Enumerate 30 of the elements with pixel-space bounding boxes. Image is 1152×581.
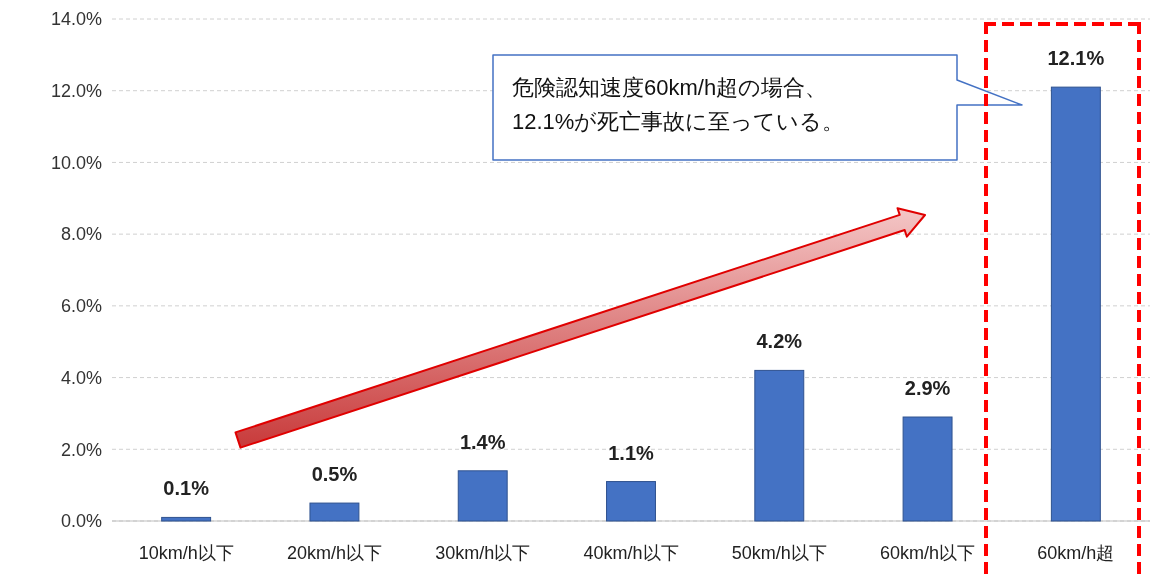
y-tick-label: 2.0% <box>60 439 102 460</box>
bar <box>902 416 953 522</box>
x-tick-label: 10km/h以下 <box>138 543 234 564</box>
y-tick-label: 4.0% <box>60 367 102 388</box>
x-tick-label: 60km/h以下 <box>880 543 976 564</box>
y-tick-label: 6.0% <box>60 296 102 317</box>
y-tick-label: 10.0% <box>50 152 102 173</box>
data-label: 0.1% <box>163 477 210 500</box>
y-tick-label: 12.0% <box>50 81 102 102</box>
x-tick-label: 20km/h以下 <box>286 543 382 564</box>
x-tick-label: 40km/h以下 <box>583 543 679 564</box>
y-tick-label: 0.0% <box>60 511 102 532</box>
data-label: 4.2% <box>756 330 803 353</box>
annotation: 危険認知速度60km/h超の場合、 12.1%が死亡事故に至っている。 <box>512 75 845 134</box>
bar <box>457 470 508 522</box>
data-label: 12.1% <box>1047 47 1105 70</box>
x-tick-label: 60km/h超 <box>1037 543 1115 564</box>
x-tick-label: 30km/h以下 <box>435 543 531 564</box>
x-tick-label: 50km/h以下 <box>731 543 827 564</box>
bar <box>754 369 805 522</box>
y-tick-label: 8.0% <box>60 224 102 245</box>
bar <box>309 502 360 522</box>
data-label: 2.9% <box>904 377 951 400</box>
bar <box>1050 86 1101 522</box>
data-label: 0.5% <box>311 463 358 486</box>
data-label: 1.4% <box>459 430 506 453</box>
bar <box>161 516 212 522</box>
bar <box>606 481 656 522</box>
y-tick-label: 14.0% <box>50 9 102 30</box>
data-label: 1.1% <box>608 441 655 464</box>
